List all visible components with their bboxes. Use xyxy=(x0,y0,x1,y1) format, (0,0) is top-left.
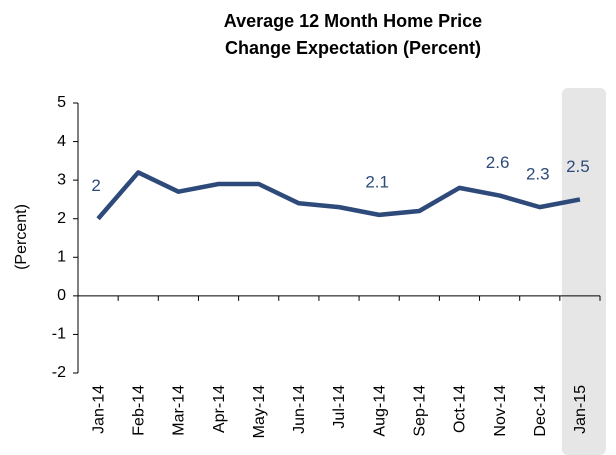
x-tick-label: Jun-14 xyxy=(291,385,308,434)
data-label: 2.6 xyxy=(486,153,510,172)
x-tick-label: Apr-14 xyxy=(211,385,228,433)
x-tick-label: Dec-14 xyxy=(532,385,549,437)
y-tick-label: 0 xyxy=(57,287,66,304)
x-tick-label: Jan-15 xyxy=(572,385,589,434)
x-tick-label: Nov-14 xyxy=(492,385,509,437)
x-tick-label: Aug-14 xyxy=(371,385,388,437)
y-tick-label: 2 xyxy=(57,210,66,227)
chart-title: Average 12 Month Home Price Change Expec… xyxy=(223,11,483,58)
data-label: 2.3 xyxy=(526,165,550,184)
x-tick-label: Mar-14 xyxy=(171,385,188,436)
y-tick-label: 5 xyxy=(57,94,66,111)
highlight-band xyxy=(561,88,606,455)
x-tick-label: Oct-14 xyxy=(452,385,469,433)
data-label: 2.5 xyxy=(566,157,590,176)
data-line xyxy=(96,170,581,221)
y-tick-label: -2 xyxy=(52,364,66,381)
y-tick-label: 3 xyxy=(57,171,66,188)
data-label: 2 xyxy=(91,176,100,195)
data-label: 2.1 xyxy=(365,172,389,191)
x-tick-label: May-14 xyxy=(251,385,268,438)
x-tick-label: Jan-14 xyxy=(90,385,107,434)
y-axis-title: (Percent) xyxy=(13,204,30,270)
background-layer xyxy=(561,88,606,455)
x-tick-label: Sep-14 xyxy=(412,385,429,437)
x-tick-label: Feb-14 xyxy=(130,385,147,436)
x-tick-label: Jul-14 xyxy=(331,385,348,429)
y-tick-label: -1 xyxy=(52,326,66,343)
y-tick-label: 1 xyxy=(57,249,66,266)
y-tick-label: 4 xyxy=(57,133,66,150)
